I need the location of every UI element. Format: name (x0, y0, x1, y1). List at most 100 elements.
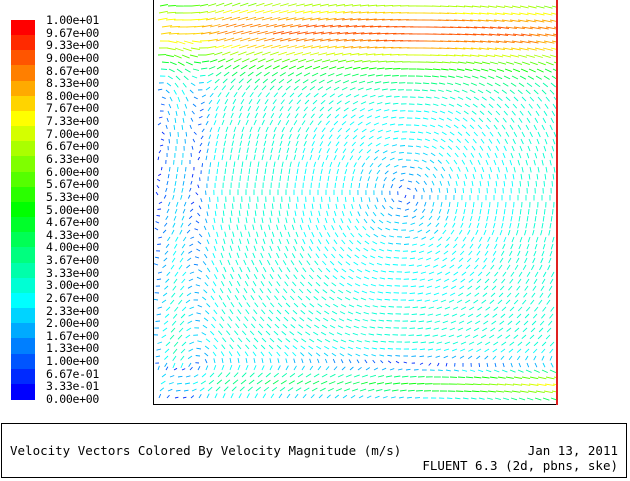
velocity-vector (383, 143, 389, 147)
velocity-vector (419, 362, 424, 365)
velocity-vector (537, 96, 543, 102)
velocity-vector (298, 288, 304, 294)
velocity-vector (465, 264, 471, 270)
velocity-vector (164, 285, 169, 290)
velocity-vector (214, 238, 218, 245)
velocity-vector (462, 47, 474, 50)
velocity-vector (345, 25, 358, 28)
velocity-vector (294, 10, 305, 14)
velocity-vector (313, 93, 319, 98)
velocity-vector (182, 82, 187, 88)
velocity-vector (285, 358, 288, 364)
velocity-vector (298, 260, 303, 266)
velocity-vector (237, 154, 240, 161)
velocity-vector (360, 67, 369, 70)
velocity-vector (165, 366, 169, 371)
velocity-vector (503, 208, 506, 215)
velocity-vector (312, 31, 325, 35)
velocity-vector (345, 261, 351, 266)
velocity-vector (452, 341, 459, 345)
velocity-vector (474, 292, 480, 297)
velocity-vector (549, 348, 554, 354)
velocity-vector (229, 357, 232, 364)
velocity-vector (484, 250, 489, 256)
velocity-vector (160, 32, 172, 35)
legend-swatch (11, 95, 35, 112)
velocity-vector (257, 372, 263, 378)
velocity-vector (288, 380, 295, 385)
velocity-vector (232, 133, 236, 140)
velocity-vector (357, 269, 363, 273)
velocity-vector (257, 23, 269, 28)
velocity-vector (375, 389, 383, 392)
velocity-vector (182, 271, 187, 277)
velocity-vector (361, 326, 368, 329)
velocity-vector (345, 93, 352, 98)
legend-swatch (11, 186, 35, 203)
velocity-vector (488, 103, 494, 109)
velocity-vector (501, 278, 506, 284)
legend-swatch (11, 383, 35, 400)
velocity-vector (527, 5, 537, 9)
velocity-vector (478, 117, 484, 123)
velocity-vector (470, 47, 482, 50)
velocity-vector (262, 210, 265, 217)
velocity-vector (287, 203, 290, 210)
velocity-vector (437, 89, 444, 92)
velocity-vector (284, 252, 288, 259)
velocity-vector (336, 31, 349, 35)
velocity-vector (322, 260, 327, 266)
velocity-vector (335, 175, 338, 182)
legend-swatch (11, 277, 35, 294)
velocity-vector (287, 38, 299, 42)
velocity-vector (205, 17, 216, 21)
velocity-vector (370, 319, 377, 322)
velocity-vector (519, 40, 531, 44)
velocity-vector (454, 82, 462, 86)
velocity-vector (472, 103, 478, 108)
velocity-vector (181, 243, 186, 249)
velocity-vector (365, 211, 369, 217)
velocity-vector (552, 383, 556, 385)
velocity-vector (320, 99, 326, 105)
velocity-vector (166, 117, 169, 123)
velocity-vector (303, 38, 315, 42)
velocity-vector (293, 245, 297, 252)
velocity-vector (372, 359, 376, 364)
velocity-vector (239, 37, 251, 42)
velocity-vector (346, 318, 353, 322)
velocity-vector (552, 138, 556, 145)
velocity-vector (308, 246, 313, 252)
velocity-vector (421, 208, 426, 213)
velocity-vector (378, 284, 385, 287)
velocity-vector (288, 99, 293, 105)
velocity-vector (451, 355, 457, 359)
velocity-vector (393, 228, 399, 231)
velocity-vector (170, 299, 175, 305)
velocity-vector (178, 299, 183, 305)
velocity-vector (508, 348, 514, 353)
velocity-vector (534, 117, 539, 124)
velocity-vector (387, 360, 392, 364)
velocity-vector (232, 379, 239, 385)
velocity-vector (409, 166, 415, 169)
velocity-vector (187, 320, 193, 324)
velocity-vector (277, 154, 280, 161)
velocity-vector (271, 203, 274, 210)
velocity-vector (182, 180, 185, 186)
velocity-vector (551, 145, 555, 152)
velocity-vector (182, 396, 187, 399)
velocity-vector (294, 45, 306, 49)
velocity-vector (429, 54, 440, 56)
velocity-vector (476, 348, 482, 352)
velocity-vector (455, 180, 458, 187)
velocity-vector (191, 110, 195, 115)
velocity-vector (345, 162, 349, 168)
velocity-vector (391, 177, 396, 182)
velocity-vector (267, 288, 272, 294)
velocity-vector (200, 380, 207, 385)
velocity-vector (377, 255, 384, 259)
velocity-vector (263, 231, 267, 238)
velocity-vector (430, 117, 437, 121)
velocity-vector (527, 236, 531, 243)
